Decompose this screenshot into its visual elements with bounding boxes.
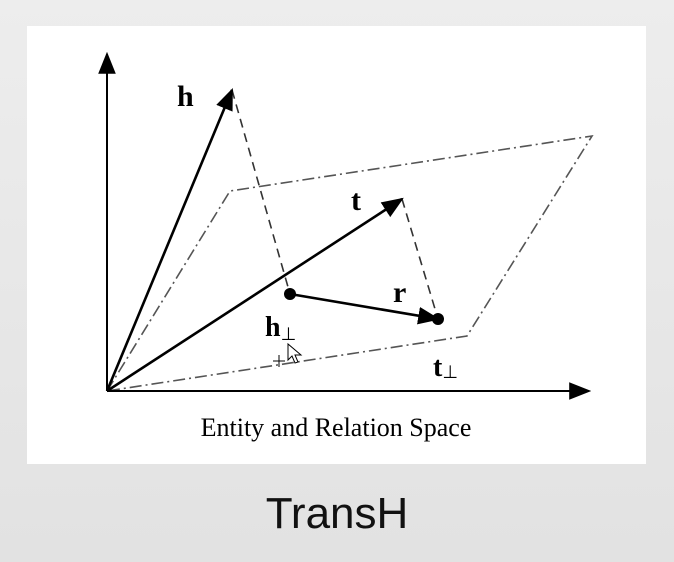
h-vector: [105, 87, 234, 392]
label-h: h: [177, 80, 194, 113]
label-t: t: [351, 184, 361, 217]
diagram-panel: h t r h⊥ t⊥ Entity and Relation Space: [27, 26, 646, 464]
h-perp-point: [284, 288, 296, 300]
relation-hyperplane: [105, 134, 594, 393]
t-projection-line: [401, 198, 439, 320]
r-vector: [289, 292, 441, 325]
label-t-perp: t⊥: [433, 352, 458, 383]
label-r: r: [393, 276, 406, 309]
cursor-icon: [273, 342, 303, 367]
t-vector: [106, 197, 404, 393]
t-perp-point: [432, 313, 444, 325]
diagram-caption: Entity and Relation Space: [201, 413, 472, 442]
transh-diagram: h t r h⊥ t⊥ Entity and Relation Space: [98, 51, 594, 442]
label-h-perp: h⊥: [265, 312, 296, 345]
page-title: TransH: [265, 489, 409, 538]
h-projection-line: [231, 89, 291, 295]
